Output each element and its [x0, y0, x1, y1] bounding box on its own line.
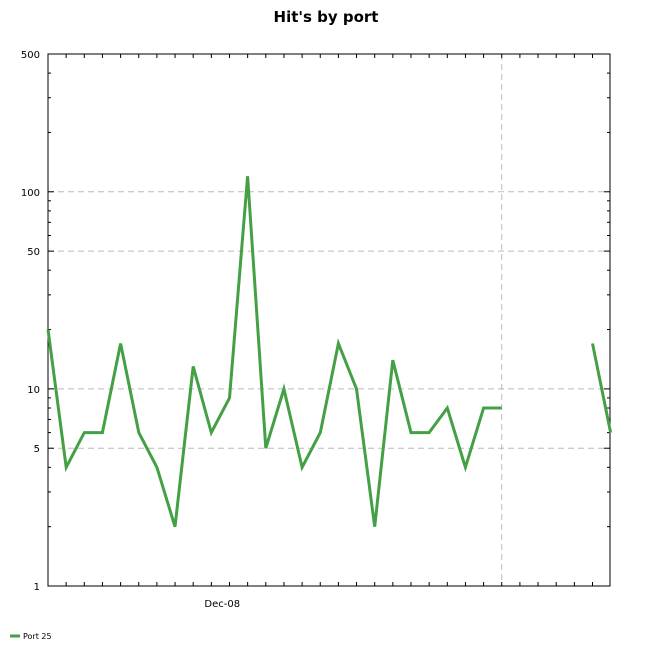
legend: Port 25 [10, 632, 52, 641]
y-tick-label: 500 [21, 50, 40, 61]
y-tick-label: 10 [27, 385, 40, 396]
x-axis: Dec-08 [204, 599, 240, 610]
series-line-port-25 [591, 343, 613, 433]
chart-title: Hit's by port [274, 8, 379, 26]
series-lines [46, 176, 613, 528]
series-line-port-25 [46, 176, 502, 528]
y-tick-label: 50 [27, 247, 40, 258]
grid [48, 54, 610, 586]
y-axis: 1 5 10 50 100 500 [21, 50, 40, 593]
y-tick-label: 5 [34, 444, 40, 455]
y-tick-label: 1 [34, 582, 40, 593]
legend-label: Port 25 [23, 632, 52, 641]
y-tick-label: 100 [21, 188, 40, 199]
plot-area [47, 53, 611, 587]
axis-ticks [47, 53, 610, 587]
x-tick-label: Dec-08 [204, 599, 240, 610]
